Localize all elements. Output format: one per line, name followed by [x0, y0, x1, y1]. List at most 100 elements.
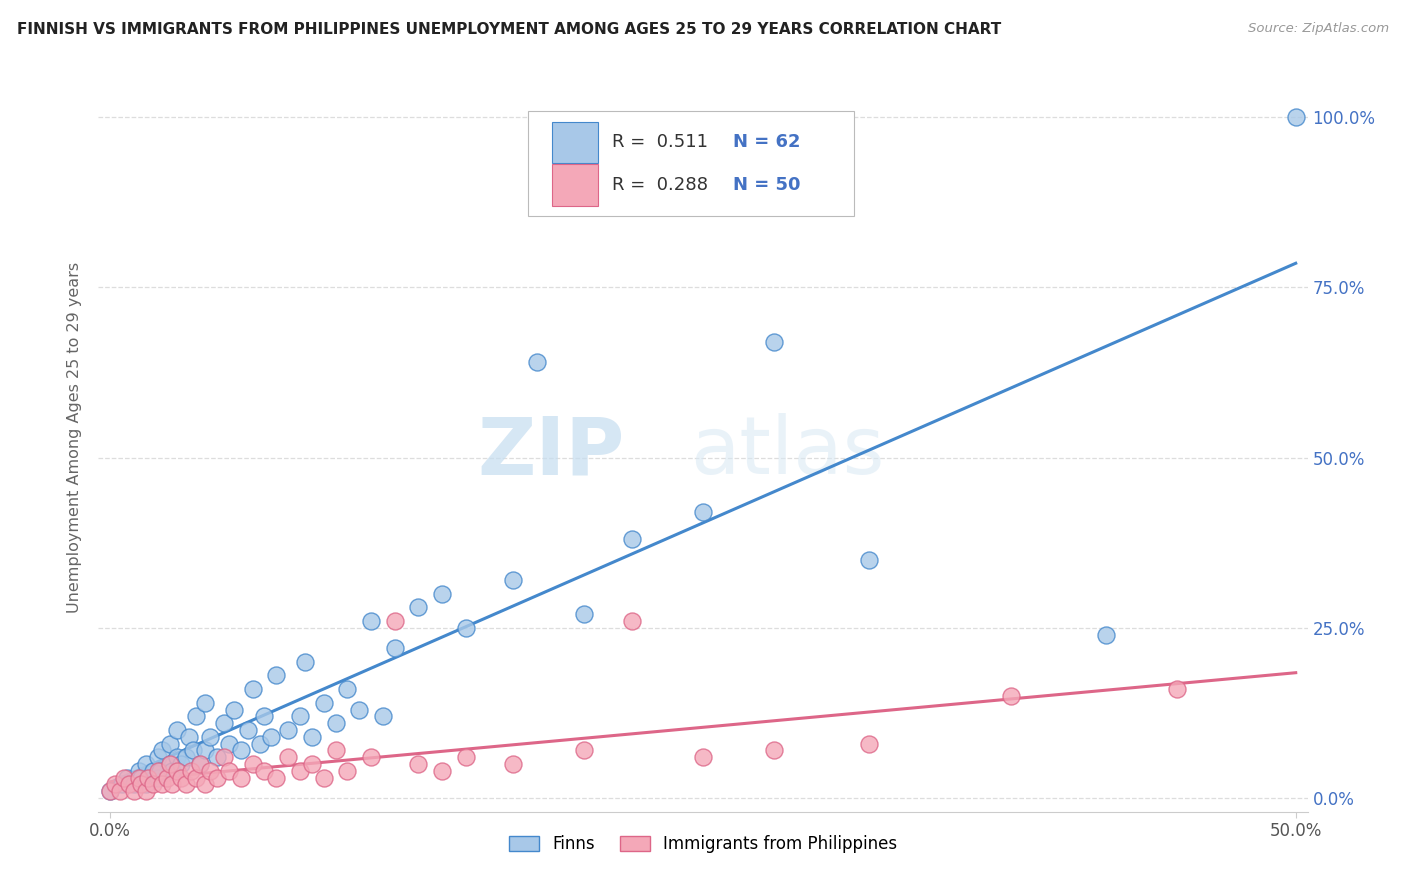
Point — [408, 757, 430, 772]
Point — [174, 777, 197, 791]
Point — [160, 777, 183, 791]
Point — [249, 737, 271, 751]
Point — [146, 750, 169, 764]
Point — [229, 771, 252, 785]
Point — [1285, 110, 1308, 124]
Point — [288, 709, 311, 723]
Text: FINNISH VS IMMIGRANTS FROM PHILIPPINES UNEMPLOYMENT AMONG AGES 25 TO 29 YEARS CO: FINNISH VS IMMIGRANTS FROM PHILIPPINES U… — [17, 22, 1001, 37]
Point — [159, 757, 181, 772]
Text: N = 50: N = 50 — [734, 176, 801, 194]
Point — [336, 764, 359, 778]
Point — [242, 757, 264, 772]
Point — [1000, 689, 1022, 703]
Point — [152, 743, 174, 757]
Point — [336, 682, 359, 697]
Point — [190, 757, 212, 772]
Point — [325, 743, 347, 757]
Point — [312, 771, 335, 785]
FancyBboxPatch shape — [527, 112, 855, 216]
Text: ZIP: ZIP — [477, 413, 624, 491]
Point — [692, 750, 714, 764]
Point — [502, 757, 524, 772]
Point — [142, 777, 165, 791]
Point — [260, 730, 283, 744]
Point — [149, 764, 172, 778]
Point — [129, 771, 152, 785]
Point — [360, 750, 382, 764]
Point — [128, 764, 150, 778]
Point — [136, 771, 159, 785]
Point — [118, 777, 141, 791]
Point — [236, 723, 259, 737]
Point — [620, 533, 643, 547]
Point — [301, 757, 323, 772]
Point — [502, 573, 524, 587]
Point — [264, 771, 287, 785]
Point — [229, 743, 252, 757]
Point — [135, 757, 157, 772]
Point — [146, 764, 169, 778]
Point — [1095, 627, 1118, 641]
Point — [156, 771, 179, 785]
Point — [253, 764, 276, 778]
Point — [222, 702, 245, 716]
Point — [115, 771, 138, 785]
Text: R =  0.511: R = 0.511 — [613, 133, 709, 151]
Point — [146, 771, 169, 785]
Point — [205, 771, 228, 785]
Point — [128, 771, 150, 785]
Point — [198, 764, 221, 778]
Point — [180, 764, 202, 778]
Point — [620, 614, 643, 628]
Point — [111, 777, 134, 791]
Point — [205, 750, 228, 764]
Point — [194, 696, 217, 710]
Point — [114, 771, 136, 785]
Point — [108, 784, 131, 798]
Point — [858, 737, 880, 751]
Point — [122, 784, 145, 798]
Point — [135, 777, 157, 791]
Point — [129, 777, 152, 791]
Point — [692, 505, 714, 519]
Y-axis label: Unemployment Among Ages 25 to 29 years: Unemployment Among Ages 25 to 29 years — [67, 261, 83, 613]
Point — [763, 743, 786, 757]
Point — [384, 614, 406, 628]
Point — [218, 737, 240, 751]
Point — [184, 709, 207, 723]
Point — [432, 764, 454, 778]
Point — [181, 743, 204, 757]
Point — [763, 334, 786, 349]
Text: Source: ZipAtlas.com: Source: ZipAtlas.com — [1249, 22, 1389, 36]
Point — [218, 764, 240, 778]
Point — [142, 764, 165, 778]
FancyBboxPatch shape — [551, 164, 598, 206]
Point — [360, 614, 382, 628]
Point — [166, 723, 188, 737]
Point — [166, 764, 188, 778]
Point — [253, 709, 276, 723]
Point — [408, 600, 430, 615]
Point — [526, 355, 548, 369]
Point — [166, 750, 188, 764]
Text: atlas: atlas — [690, 413, 884, 491]
Point — [98, 784, 121, 798]
Point — [194, 777, 217, 791]
Point — [347, 702, 370, 716]
Point — [160, 764, 183, 778]
Point — [212, 716, 235, 731]
Point — [170, 757, 193, 772]
Point — [194, 743, 217, 757]
Point — [159, 737, 181, 751]
Point — [159, 757, 181, 772]
Point — [432, 587, 454, 601]
Point — [312, 696, 335, 710]
Point — [371, 709, 394, 723]
Point — [177, 730, 200, 744]
Point — [277, 750, 299, 764]
Point — [264, 668, 287, 682]
Point — [170, 771, 193, 785]
Text: N = 62: N = 62 — [734, 133, 801, 151]
Point — [301, 730, 323, 744]
Legend: Finns, Immigrants from Philippines: Finns, Immigrants from Philippines — [502, 829, 904, 860]
